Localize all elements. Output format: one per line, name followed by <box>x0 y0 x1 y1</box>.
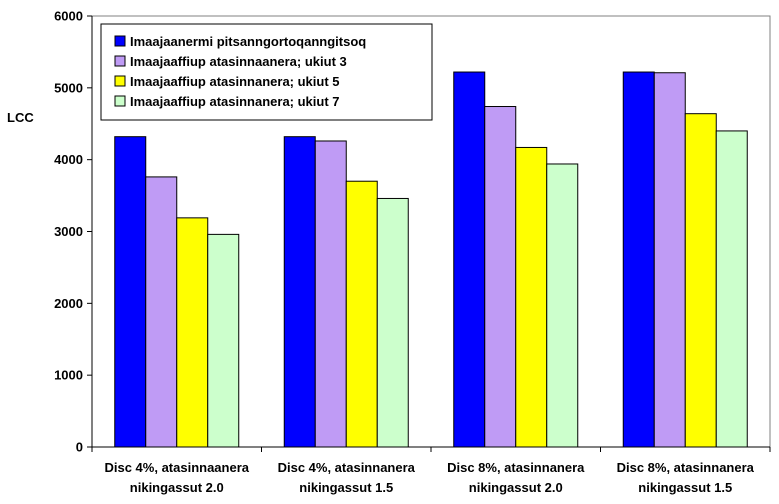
y-tick-label-0: 0 <box>76 440 83 455</box>
bar-2-1 <box>145 176 178 448</box>
bar-1-2 <box>283 136 316 448</box>
legend-label-3: Imaajaaffiup atasinnanera; ukiut 5 <box>130 74 340 89</box>
legend-box <box>100 23 433 121</box>
bar-1-3 <box>453 71 486 448</box>
bar-3-4 <box>684 113 717 448</box>
y-tick-label-3: 3000 <box>54 224 83 239</box>
bar-2-3 <box>484 106 517 448</box>
legend-label-4: Imaajaaffiup atasinnanera; ukiut 7 <box>130 94 340 109</box>
bar-2-4 <box>653 72 686 448</box>
bar-3-3 <box>515 146 548 448</box>
bar-4-2 <box>376 197 409 448</box>
bar-1-4 <box>622 71 655 448</box>
legend-swatch-2 <box>114 55 126 67</box>
y-tick-label-1: 1000 <box>54 368 83 383</box>
bar-3-2 <box>345 180 378 448</box>
bar-4-4 <box>715 130 748 448</box>
legend-swatch-3 <box>114 75 126 87</box>
y-tick-label-5: 5000 <box>54 80 83 95</box>
category-label-2-line-1: Disc 4%, atasinnanera <box>278 460 416 475</box>
category-label-1-line-2: nikingassut 2.0 <box>130 480 224 495</box>
y-tick-label-6: 6000 <box>54 9 83 24</box>
bar-3-1 <box>176 217 209 448</box>
y-tick-label-2: 2000 <box>54 296 83 311</box>
legend-label-2: Imaajaaffiup atasinnaanera; ukiut 3 <box>130 54 347 69</box>
legend-swatch-1 <box>114 35 126 47</box>
y-axis-label: LCC <box>7 110 34 125</box>
legend-swatch-4 <box>114 95 126 107</box>
category-label-1-line-1: Disc 4%, atasinnaanera <box>104 460 249 475</box>
bar-1-1 <box>114 136 147 448</box>
legend-label-1: Imaajaanermi pitsanngortoqanngitsoq <box>130 34 366 49</box>
bar-4-1 <box>207 233 240 448</box>
y-tick-label-4: 4000 <box>54 152 83 167</box>
category-label-3-line-1: Disc 8%, atasinnanera <box>447 460 585 475</box>
category-label-2-line-2: nikingassut 1.5 <box>299 480 393 495</box>
bar-2-2 <box>314 140 347 448</box>
category-label-4-line-2: nikingassut 1.5 <box>638 480 732 495</box>
bar-4-3 <box>546 163 579 448</box>
category-label-3-line-2: nikingassut 2.0 <box>469 480 563 495</box>
category-label-4-line-1: Disc 8%, atasinnanera <box>617 460 755 475</box>
